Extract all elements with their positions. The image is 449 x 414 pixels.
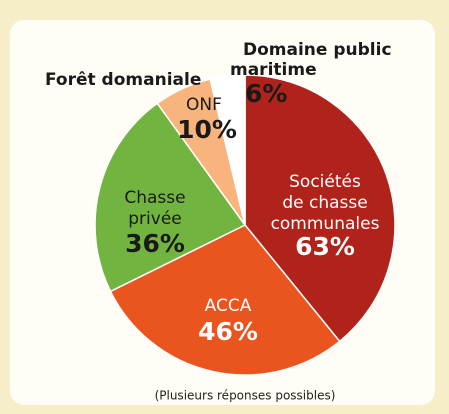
category-label: Domaine public [243, 40, 392, 60]
pie-slice [109, 224, 341, 376]
category-label: ACCA [205, 296, 252, 316]
pie-slice [94, 102, 247, 293]
category-label: Chasse [124, 188, 185, 208]
category-label: de chasse [282, 193, 367, 213]
category-label: privée [128, 209, 181, 229]
category-label: maritime [230, 60, 317, 80]
category-label: Sociétés [289, 172, 361, 192]
value-label: 36% [125, 229, 185, 258]
value-label: 10% [177, 115, 237, 144]
pie [94, 74, 396, 376]
category-label: ONF [186, 95, 222, 115]
pie-slice [244, 74, 396, 343]
pie-slice [209, 74, 246, 226]
category-label: Forêt domaniale [45, 70, 201, 90]
note: (Plusieurs réponses possibles) [155, 389, 336, 403]
value-label: 46% [198, 317, 258, 346]
value-label: 6% [245, 79, 287, 108]
value-label: 63% [295, 232, 355, 261]
category-label: communales [271, 214, 380, 234]
